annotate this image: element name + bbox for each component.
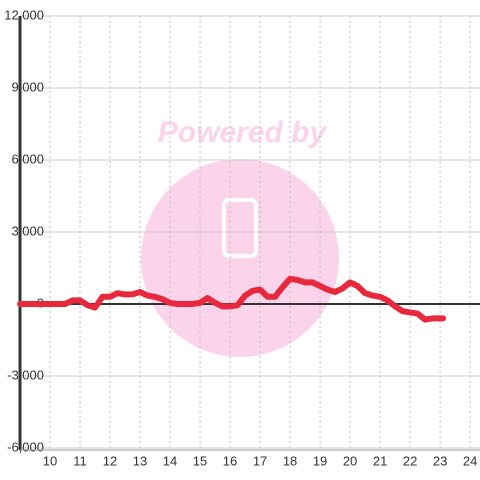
y-tick-label: -3,000: [7, 367, 44, 382]
line-series: [17, 275, 447, 323]
x-tick-label: 21: [373, 453, 387, 468]
y-tick-label: 12,000: [4, 7, 44, 22]
x-tick-label: 10: [43, 453, 57, 468]
x-tick-label: 11: [73, 453, 87, 468]
watermark-text: Powered by: [158, 116, 328, 149]
x-tick-label: 19: [313, 453, 327, 468]
y-tick-label: 3,000: [11, 223, 44, 238]
x-tick-label: 24: [463, 453, 477, 468]
x-tick-label: 22: [403, 453, 417, 468]
x-tick-label: 18: [283, 453, 297, 468]
x-tick-label: 23: [433, 453, 447, 468]
x-tick-label: 14: [163, 453, 177, 468]
x-tick-label: 13: [133, 453, 147, 468]
x-tick-label: 20: [343, 453, 357, 468]
x-tick-label: 17: [253, 453, 267, 468]
y-tick-label: -6,000: [7, 439, 44, 454]
y-tick-label: 6,000: [11, 151, 44, 166]
watermark-icon: [222, 198, 258, 258]
y-tick-label: 9,000: [11, 79, 44, 94]
x-tick-label: 12: [103, 453, 117, 468]
x-tick-label: 16: [223, 453, 237, 468]
x-tick-label: 15: [193, 453, 207, 468]
